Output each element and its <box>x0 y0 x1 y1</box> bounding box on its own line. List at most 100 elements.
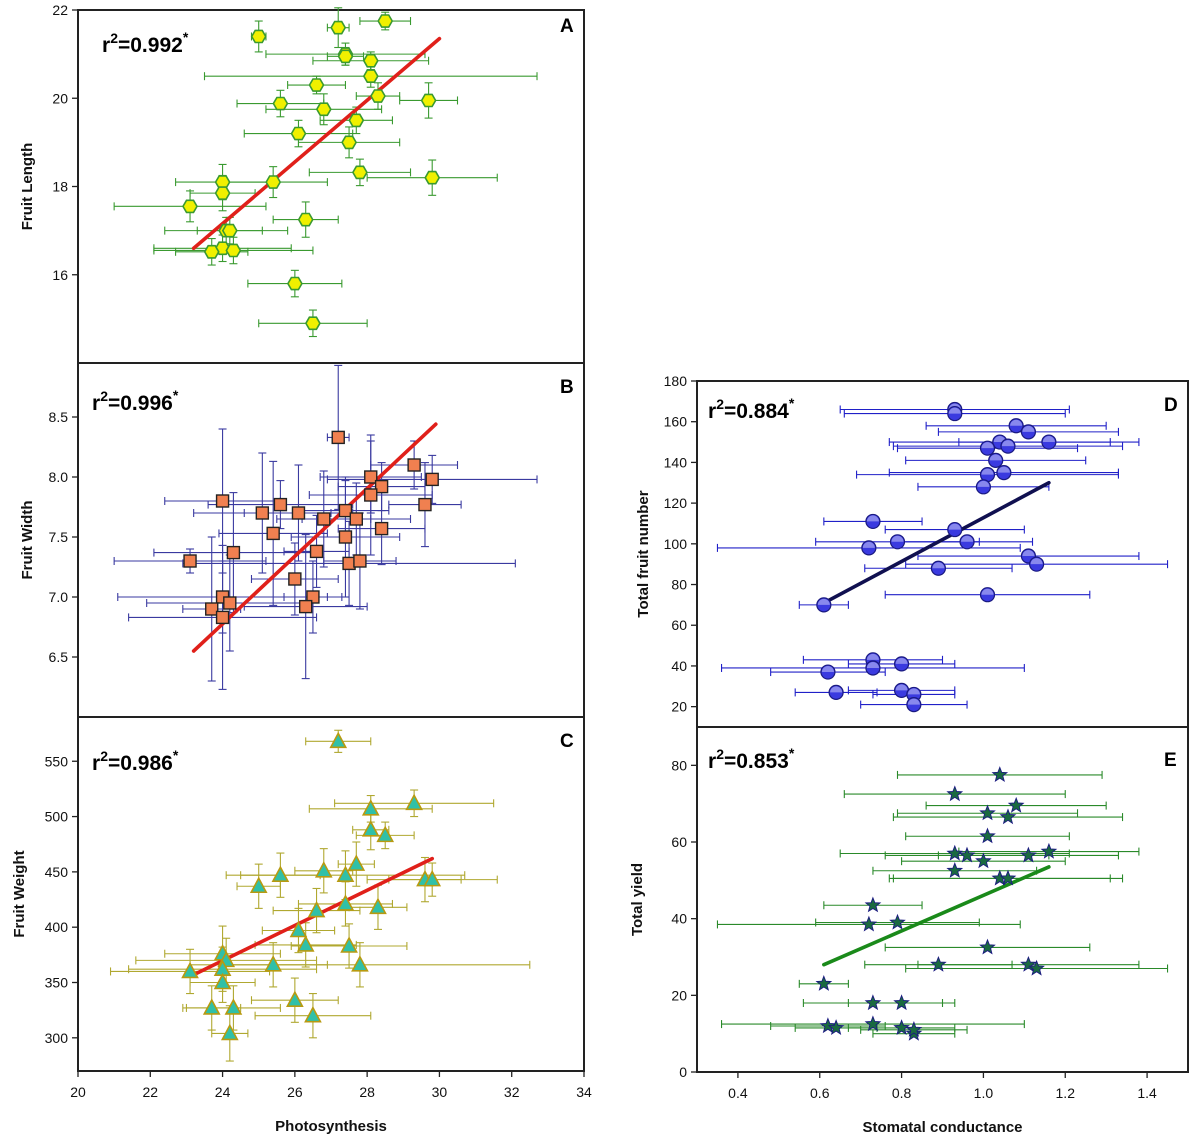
data-point <box>889 534 906 550</box>
data-point <box>370 89 386 103</box>
marker-highlight <box>866 661 879 668</box>
data-point <box>991 766 1009 783</box>
data-point <box>1029 556 1045 572</box>
data-point <box>1007 796 1025 813</box>
data-point <box>979 587 996 603</box>
data-point <box>264 955 283 972</box>
data-point <box>975 479 992 495</box>
regression-line <box>191 422 438 653</box>
data-point <box>182 199 198 214</box>
data-point <box>271 865 290 882</box>
r-squared-symbol: r <box>92 752 100 775</box>
x-tick-label: 34 <box>576 1084 592 1100</box>
data-point <box>864 1015 882 1032</box>
x-tick-label: 1.2 <box>1056 1085 1076 1101</box>
data-point <box>351 955 369 972</box>
significance-star: * <box>173 747 179 763</box>
data-point <box>815 975 833 991</box>
r-squared-exponent: 2 <box>716 746 724 762</box>
y-tick-label: 40 <box>671 658 687 674</box>
data-point <box>374 521 389 536</box>
data-point <box>340 936 358 953</box>
marker-highlight <box>989 454 1002 461</box>
significance-star: * <box>789 395 795 411</box>
r-squared-symbol: r <box>708 750 716 773</box>
y-tick-label: 7.0 <box>49 589 69 605</box>
x-tick-label: 32 <box>504 1084 520 1100</box>
data-point <box>1000 438 1016 454</box>
data-point <box>250 29 267 44</box>
x-tick-label: 0.4 <box>728 1085 748 1101</box>
data-point <box>309 544 324 559</box>
data-point <box>860 915 878 932</box>
data-point <box>364 488 378 502</box>
marker-highlight <box>1010 419 1023 426</box>
data-point <box>861 540 877 556</box>
data-point <box>273 497 288 512</box>
y-tick-label: 80 <box>671 577 687 593</box>
marker-highlight <box>981 442 994 449</box>
data-point <box>349 512 363 526</box>
data-point <box>351 165 368 180</box>
y-tick-label: 140 <box>664 454 688 470</box>
y-tick-label: 18 <box>52 179 68 195</box>
data-point <box>946 844 964 861</box>
data-point <box>423 869 442 887</box>
r-squared-value: =0.986 <box>108 752 173 775</box>
y-tick-label: 20 <box>52 90 68 106</box>
data-point <box>286 990 304 1008</box>
data-point <box>988 452 1004 468</box>
data-point <box>347 854 366 871</box>
data-point <box>224 998 243 1015</box>
regression-line <box>191 36 442 251</box>
data-point <box>202 998 221 1015</box>
data-point <box>1020 846 1037 863</box>
x-tick-label: 24 <box>215 1084 231 1100</box>
data-point <box>979 827 996 844</box>
r-squared-label: r2=0.996* <box>92 387 179 415</box>
data-point <box>296 935 315 952</box>
x-tick-label: 0.6 <box>810 1085 830 1101</box>
regression-line <box>822 865 1051 967</box>
marker-highlight <box>866 515 879 522</box>
panel-letter: E <box>1164 750 1177 771</box>
data-point <box>376 825 395 843</box>
data-point <box>864 994 882 1011</box>
y-tick-label: 20 <box>671 699 687 715</box>
data-point <box>348 113 365 128</box>
data-point <box>205 602 219 616</box>
data-point <box>314 861 333 878</box>
significance-star: * <box>173 387 179 403</box>
y-tick-label: 20 <box>671 987 687 1003</box>
r-squared-label: r2=0.986* <box>92 747 179 775</box>
plot-frame-b <box>77 362 585 718</box>
data-point <box>315 102 332 117</box>
marker-highlight <box>862 541 875 548</box>
marker-highlight <box>1030 558 1043 565</box>
marker-highlight <box>932 562 945 569</box>
data-point <box>418 497 432 512</box>
data-point <box>999 808 1017 825</box>
data-point <box>304 1005 322 1023</box>
y-tick-label: 500 <box>45 809 69 825</box>
data-point <box>946 785 964 802</box>
data-point <box>226 545 241 560</box>
data-point <box>407 458 421 472</box>
x-tick-label: 1.0 <box>974 1085 994 1101</box>
data-point <box>816 597 832 613</box>
y-tick-label: 100 <box>664 536 688 552</box>
r-squared-value: =0.992 <box>118 34 183 57</box>
marker-highlight <box>948 523 961 530</box>
data-point <box>181 961 199 979</box>
y-tick-label: 6.5 <box>49 649 69 665</box>
data-point <box>889 913 906 930</box>
data-point <box>979 467 996 483</box>
data-point <box>291 506 306 520</box>
x-tick-label: 26 <box>287 1084 303 1100</box>
data-point <box>865 513 881 530</box>
marker-highlight <box>907 698 920 705</box>
y-tick-label: 8.5 <box>49 409 69 425</box>
data-point <box>820 664 836 680</box>
data-point <box>220 1023 239 1041</box>
marker-highlight <box>891 535 904 542</box>
